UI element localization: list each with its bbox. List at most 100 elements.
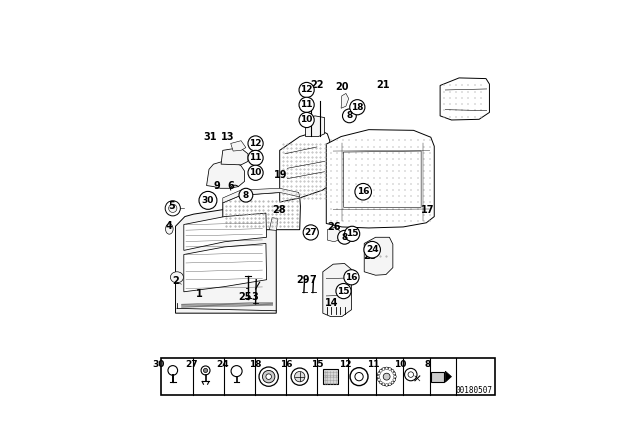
Circle shape [344,270,359,285]
Circle shape [382,368,385,370]
Circle shape [299,112,314,128]
Circle shape [388,368,391,370]
Text: 10: 10 [394,360,406,369]
Circle shape [404,368,417,381]
Circle shape [355,372,363,381]
Text: 28: 28 [272,205,286,215]
Text: 21: 21 [376,81,390,90]
Text: 24: 24 [366,245,378,254]
Circle shape [259,367,278,386]
Circle shape [248,136,263,151]
Circle shape [355,184,371,200]
Text: 12: 12 [250,139,262,148]
Circle shape [201,366,210,375]
Text: 16: 16 [345,273,358,282]
Text: 12: 12 [300,86,313,95]
Circle shape [380,381,382,384]
Circle shape [248,151,263,165]
Circle shape [380,370,382,372]
Polygon shape [323,263,351,317]
Circle shape [342,109,356,123]
Circle shape [231,366,242,377]
Text: 30: 30 [202,196,214,205]
Polygon shape [231,141,246,151]
Circle shape [303,225,318,240]
Polygon shape [305,116,324,137]
Circle shape [266,374,271,379]
Text: 27: 27 [186,360,198,369]
Circle shape [391,381,394,384]
Polygon shape [184,213,267,250]
Circle shape [394,375,396,378]
Text: 8: 8 [424,360,431,369]
Circle shape [382,383,385,386]
FancyBboxPatch shape [431,372,444,382]
Circle shape [291,368,308,385]
Text: 8: 8 [341,233,348,242]
Circle shape [378,368,396,386]
Text: 15: 15 [337,287,350,296]
Text: 25: 25 [238,292,252,302]
FancyBboxPatch shape [323,369,339,384]
Text: 2: 2 [172,276,179,286]
Polygon shape [364,237,393,275]
Polygon shape [280,130,330,202]
Circle shape [239,188,253,202]
Circle shape [294,371,305,382]
Text: 18: 18 [351,103,364,112]
Text: 18: 18 [248,360,261,369]
Circle shape [262,370,275,383]
Text: 8: 8 [346,112,353,121]
Text: 11: 11 [250,153,262,163]
Circle shape [377,375,380,378]
Text: 31: 31 [204,132,217,142]
Text: 22: 22 [310,81,324,90]
Circle shape [165,201,180,216]
Polygon shape [326,129,435,228]
Circle shape [378,379,380,381]
Circle shape [248,165,263,181]
Circle shape [336,284,351,299]
Text: 11: 11 [367,360,379,369]
Polygon shape [223,188,300,203]
Text: 29: 29 [296,275,310,285]
Text: 4: 4 [165,221,172,231]
Text: 19: 19 [274,170,287,180]
Text: 11: 11 [300,100,313,109]
Circle shape [204,368,207,372]
Circle shape [364,241,380,258]
Text: 14: 14 [325,298,339,308]
Text: 00180507: 00180507 [456,386,493,395]
Circle shape [385,383,388,386]
Circle shape [408,372,413,377]
Circle shape [299,97,314,112]
Text: 16: 16 [280,360,292,369]
Polygon shape [327,227,340,242]
Circle shape [349,99,365,115]
Text: 20: 20 [336,82,349,91]
Text: 5: 5 [169,201,175,211]
Text: 3: 3 [252,292,259,302]
Text: 10: 10 [250,168,262,177]
Text: 7: 7 [309,275,316,285]
Text: 10: 10 [300,116,313,125]
Text: 15: 15 [346,229,358,238]
Text: 1: 1 [196,289,203,298]
Text: 9: 9 [214,181,220,190]
Circle shape [168,204,177,212]
Polygon shape [341,94,349,108]
Polygon shape [221,147,248,165]
FancyBboxPatch shape [161,358,495,395]
Text: 27: 27 [305,228,317,237]
Text: 8: 8 [243,191,249,200]
Text: 17: 17 [420,205,434,215]
Polygon shape [175,203,276,313]
Circle shape [199,191,217,209]
Circle shape [391,370,394,372]
Circle shape [168,366,177,375]
Text: 15: 15 [310,360,323,369]
Text: 23: 23 [364,250,377,261]
Circle shape [393,372,396,375]
Polygon shape [440,78,490,120]
Polygon shape [269,218,278,230]
